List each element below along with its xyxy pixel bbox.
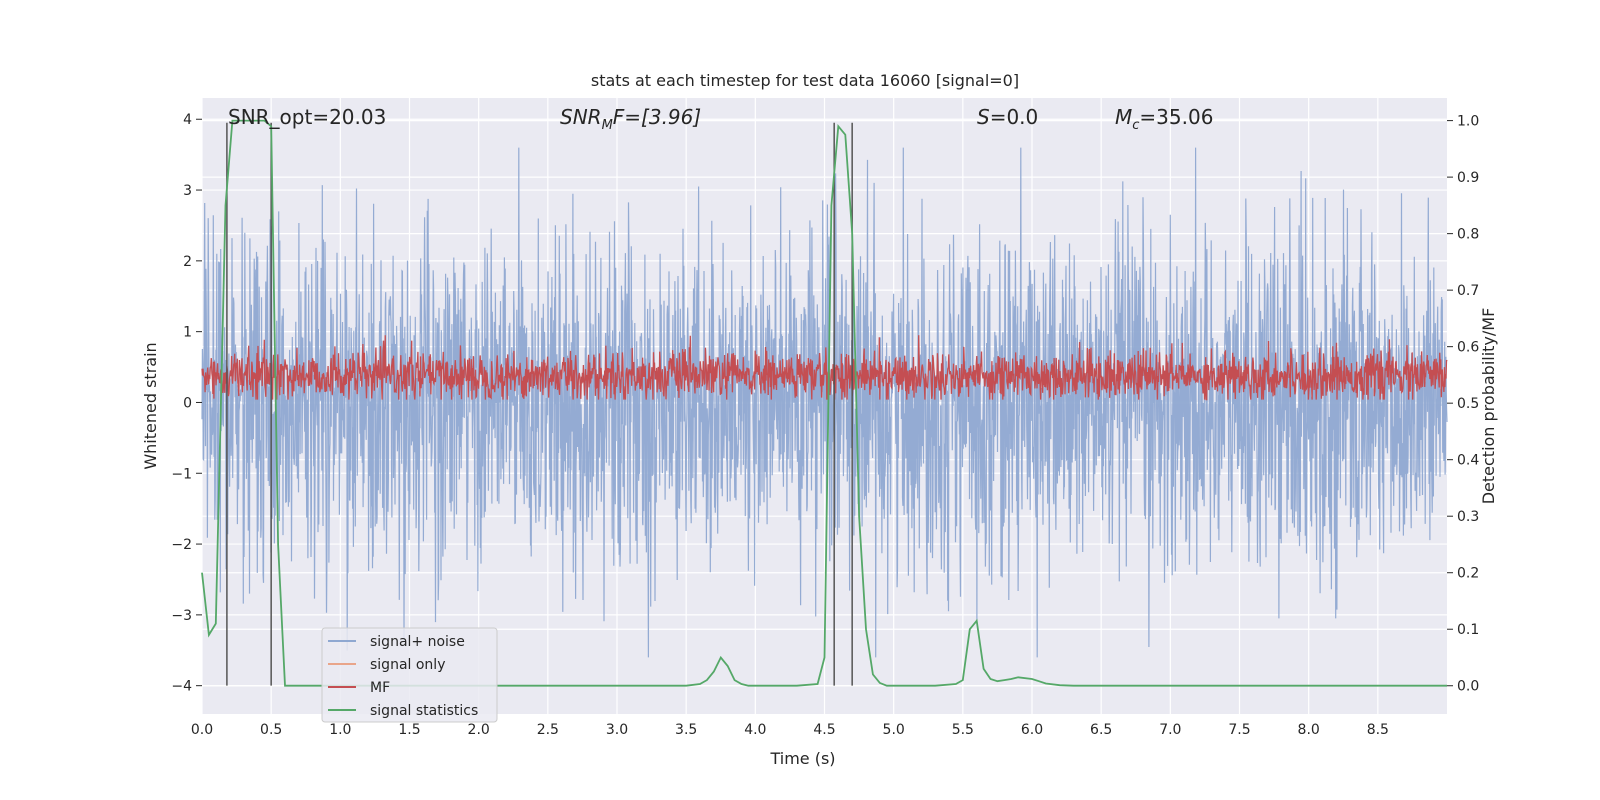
x-tick-label: 3.0 [606,722,628,738]
y2-tick-label: 1.0 [1457,114,1479,130]
y-tick-label: −1 [171,466,192,482]
y-tick-label: 4 [183,112,192,128]
legend-label-signal-only: signal only [370,657,445,673]
x-tick-label: 2.5 [537,722,559,738]
x-tick-label: 7.5 [1228,722,1250,738]
y-tick-label: −3 [171,608,192,624]
signal-noise-line [201,147,1448,658]
y2-tick-label: 0.5 [1457,396,1479,412]
mc-sub: c [1132,118,1139,133]
x-tick-label: 0.0 [191,722,213,738]
y-tick-label: 0 [183,395,192,411]
mc-base: M [1115,105,1132,129]
y-tick-label: 1 [183,325,192,341]
x-tick-label: 0.5 [260,722,282,738]
y-axis-label: Whitened strain [141,342,160,469]
x-tick-label: 1.5 [398,722,420,738]
snr-opt-annotation: SNR_opt=20.03 [228,105,386,129]
y-tick-label: −4 [171,679,192,695]
y-axis-ticks: 4 3 2 1 0 −1 −2 −3 −4 [171,112,202,695]
y2-tick-label: 0.6 [1457,340,1479,356]
chart-title: stats at each timestep for test data 160… [591,71,1019,90]
legend-box [321,627,498,723]
s-base: S [977,105,990,129]
x-tick-label: 8.5 [1367,722,1389,738]
x-tick-label: 6.0 [1021,722,1043,738]
x-tick-label: 4.0 [744,722,766,738]
y2-tick-label: 0.4 [1457,453,1479,469]
legend: signal+ noise signal only MF signal stat… [321,627,498,723]
y-tick-label: 3 [183,183,192,199]
mf-line [201,335,1448,401]
y2-axis-ticks: 1.0 0.9 0.8 0.7 0.6 0.5 0.4 0.3 0.2 0.1 0.0 [1447,114,1479,695]
x-tick-label: 5.0 [883,722,905,738]
x-tick-label: 4.5 [813,722,835,738]
legend-label-mf: MF [370,680,390,696]
x-tick-label: 7.0 [1159,722,1181,738]
x-tick-label: 1.0 [329,722,351,738]
s-rest: =0.0 [990,105,1039,129]
s-annotation: S=0.0 [977,105,1038,129]
x-axis-ticks: 0.0 0.5 1.0 1.5 2.0 2.5 3.0 3.5 4.0 4.5 5.0 5.5 6.0 6… [191,722,1389,738]
snr-mf-sub: M [602,118,613,133]
y2-axis-label: Detection probability/MF [1479,308,1498,505]
snr-mf-base: SNR [560,105,602,129]
y2-tick-label: 0.2 [1457,566,1479,582]
y2-tick-label: 0.9 [1457,170,1479,186]
x-tick-label: 5.5 [952,722,974,738]
x-tick-label: 2.0 [468,722,490,738]
y2-tick-label: 0.8 [1457,227,1479,243]
signal-noise-series [201,147,1448,658]
signal-statistics-line [201,119,1447,687]
y2-tick-label: 0.0 [1457,679,1479,695]
legend-label-signal-statistics: signal statistics [370,703,478,719]
x-tick-label: 8.0 [1298,722,1320,738]
x-axis-label: Time (s) [769,749,835,768]
mc-annotation: Mc=35.06 [1115,105,1213,133]
y2-tick-label: 0.7 [1457,283,1479,299]
y2-tick-label: 0.1 [1457,622,1479,638]
y-tick-label: 2 [183,254,192,270]
signal-statistics-series [201,119,1447,687]
y2-tick-label: 0.3 [1457,509,1479,525]
y-tick-label: −2 [171,537,192,553]
vertical-markers [226,122,853,686]
snr-mf-annotation: SNRMF=[3.96] [560,105,701,133]
snr-mf-rest: F=[3.96] [613,105,701,129]
x-tick-label: 6.5 [1090,722,1112,738]
x-tick-label: 3.5 [675,722,697,738]
mf-series [201,335,1448,401]
legend-label-signal-noise: signal+ noise [370,634,465,650]
mc-rest: =35.06 [1139,105,1213,129]
